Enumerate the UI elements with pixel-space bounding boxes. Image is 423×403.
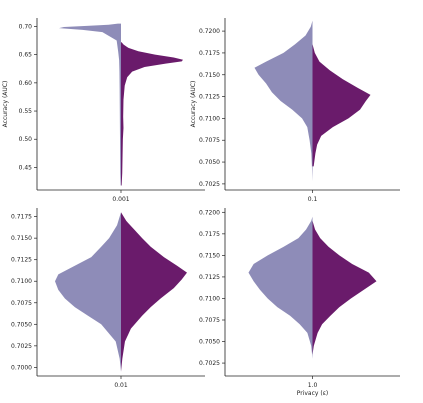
y-tick-label: 0.7000	[11, 364, 32, 371]
x-tick-label: 0.1	[308, 196, 318, 203]
y-tick-label: 0.60	[19, 80, 33, 87]
y-tick-label: 0.7150	[11, 235, 32, 242]
violin-right-half	[121, 212, 187, 372]
violin-left-half	[248, 216, 313, 359]
x-axis-label: Privacy (ε)	[297, 390, 329, 397]
y-tick-label: 0.7125	[199, 274, 220, 281]
y-tick-label: 0.7125	[199, 94, 220, 101]
y-tick-label: 0.7175	[11, 214, 32, 221]
violin-left-half	[55, 212, 121, 372]
x-tick-label: 0.001	[112, 196, 129, 203]
violin-left-half	[59, 23, 121, 186]
violin-right-half	[121, 42, 183, 186]
panel-1: 0.7025 0.7050 0.7075 0.7100 0.7125 0.7150 0.71…	[190, 18, 400, 203]
y-tick-label: 0.65	[19, 52, 33, 59]
y-tick-label: 0.70	[19, 23, 33, 30]
y-tick-label: 0.7150	[199, 72, 220, 79]
y-tick-label: 0.55	[19, 108, 33, 115]
violin-right-half	[312, 44, 371, 167]
panel-2: 0.7000 0.7025 0.7050 0.7075 0.7100 0.7125 0.71…	[11, 208, 205, 389]
y-tick-label: 0.7075	[199, 317, 220, 324]
y-tick-label: 0.50	[19, 136, 33, 143]
y-tick-label: 0.7125	[11, 257, 32, 264]
y-tick-label: 0.7100	[199, 295, 220, 302]
panel-0: 0.45 0.50 0.55 0.60 0.65 0.70 0.001 Accuracy (A…	[2, 18, 205, 203]
violin-right-half	[312, 220, 377, 355]
y-tick-label: 0.7025	[199, 360, 220, 367]
y-axis-label: Accuracy (AUC)	[190, 81, 197, 128]
y-tick-label: 0.7025	[199, 181, 220, 188]
panel-3: 0.7025 0.7050 0.7075 0.7100 0.7125 0.7150 0.71…	[199, 208, 400, 397]
y-tick-label: 0.7150	[199, 252, 220, 259]
y-tick-label: 0.7050	[199, 159, 220, 166]
y-tick-label: 0.7025	[11, 343, 32, 350]
y-tick-label: 0.7100	[11, 278, 32, 285]
y-tick-label: 0.7200	[199, 28, 220, 35]
y-tick-label: 0.7075	[11, 300, 32, 307]
y-tick-label: 0.7100	[199, 115, 220, 122]
y-tick-label: 0.7075	[199, 137, 220, 144]
violin-left-half	[254, 20, 313, 182]
y-tick-label: 0.7175	[199, 50, 220, 57]
y-tick-label: 0.45	[19, 164, 33, 171]
y-tick-label: 0.7175	[199, 231, 220, 238]
y-tick-label: 0.7050	[11, 321, 32, 328]
x-tick-label: 1.0	[308, 382, 318, 389]
y-axis-label: Accuracy (AUC)	[2, 81, 9, 128]
y-tick-label: 0.7200	[199, 209, 220, 216]
x-tick-label: 0.01	[114, 382, 128, 389]
y-tick-label: 0.7050	[199, 339, 220, 346]
